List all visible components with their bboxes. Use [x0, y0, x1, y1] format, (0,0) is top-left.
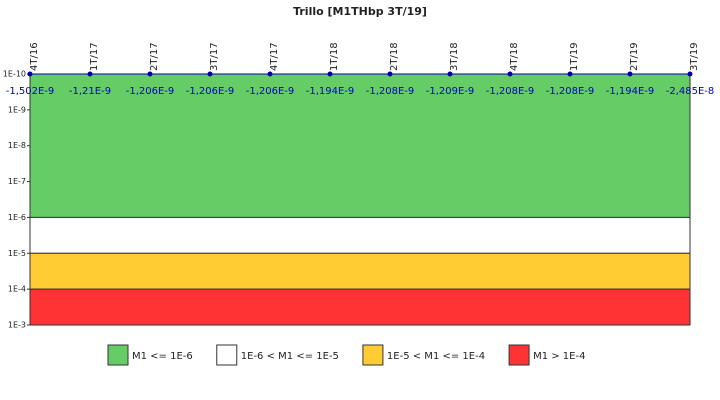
data-label: -1,208E-9: [546, 86, 595, 97]
data-point: [147, 71, 153, 77]
x-tick-label: 2T/19: [629, 42, 640, 71]
data-label: -1,194E-9: [306, 86, 355, 97]
x-tick-label: 4T/16: [29, 42, 40, 71]
x-tick-label: 3T/17: [209, 42, 220, 71]
data-point: [567, 71, 573, 77]
data-point: [387, 71, 393, 77]
x-tick-label: 1T/17: [89, 42, 100, 71]
band: [29, 73, 691, 218]
data-label: -1,21E-9: [69, 86, 111, 97]
data-point: [27, 71, 33, 77]
data-point: [507, 71, 513, 77]
y-tick-label: 1E-7: [8, 177, 26, 186]
x-tick-label: 1T/19: [569, 42, 580, 71]
y-tick-label: 1E-3: [8, 321, 26, 330]
y-tick-label: 1E-6: [8, 213, 26, 222]
y-tick-label: 1E-5: [8, 249, 26, 258]
x-tick-label: 2T/18: [389, 42, 400, 71]
data-point: [627, 71, 633, 77]
band: [29, 252, 691, 290]
band: [29, 216, 691, 254]
data-label: -1,208E-9: [366, 86, 415, 97]
chart-title: Trillo [M1THbp 3T/19]: [293, 5, 427, 18]
data-point: [87, 71, 93, 77]
y-tick-label: 1E-4: [8, 285, 26, 294]
legend-label: 1E-6 < M1 <= 1E-5: [241, 351, 339, 362]
x-tick-label: 4T/18: [509, 42, 520, 71]
y-tick-label: 1E-9: [8, 105, 26, 114]
x-tick-label: 3T/19: [689, 42, 700, 71]
legend-swatch: [508, 344, 530, 366]
data-label: -1,208E-9: [486, 86, 535, 97]
data-label: -2,485E-8: [666, 86, 715, 97]
y-tick-label: 1E-8: [8, 141, 26, 150]
data-label: -1,206E-9: [126, 86, 175, 97]
data-label: -1,209E-9: [426, 86, 475, 97]
data-point: [327, 71, 333, 77]
x-tick-label: 3T/18: [449, 42, 460, 71]
data-point: [447, 71, 453, 77]
data-point: [267, 71, 273, 77]
data-label: -1,206E-9: [186, 86, 235, 97]
legend-label: M1 <= 1E-6: [132, 351, 193, 362]
data-point: [207, 71, 213, 77]
x-tick-label: 2T/17: [149, 42, 160, 71]
legend-swatch: [362, 344, 384, 366]
x-tick-label: 4T/17: [269, 42, 280, 71]
data-label: -1,206E-9: [246, 86, 295, 97]
data-point: [687, 71, 693, 77]
data-label: -1,194E-9: [606, 86, 655, 97]
y-tick-label: 1E-10: [3, 70, 26, 79]
legend-swatch: [216, 344, 238, 366]
legend-label: M1 > 1E-4: [533, 351, 585, 362]
data-label: -1,502E-9: [6, 86, 55, 97]
legend-label: 1E-5 < M1 <= 1E-4: [387, 351, 485, 362]
legend-swatch: [107, 344, 129, 366]
band: [29, 288, 691, 326]
x-tick-label: 1T/18: [329, 42, 340, 71]
